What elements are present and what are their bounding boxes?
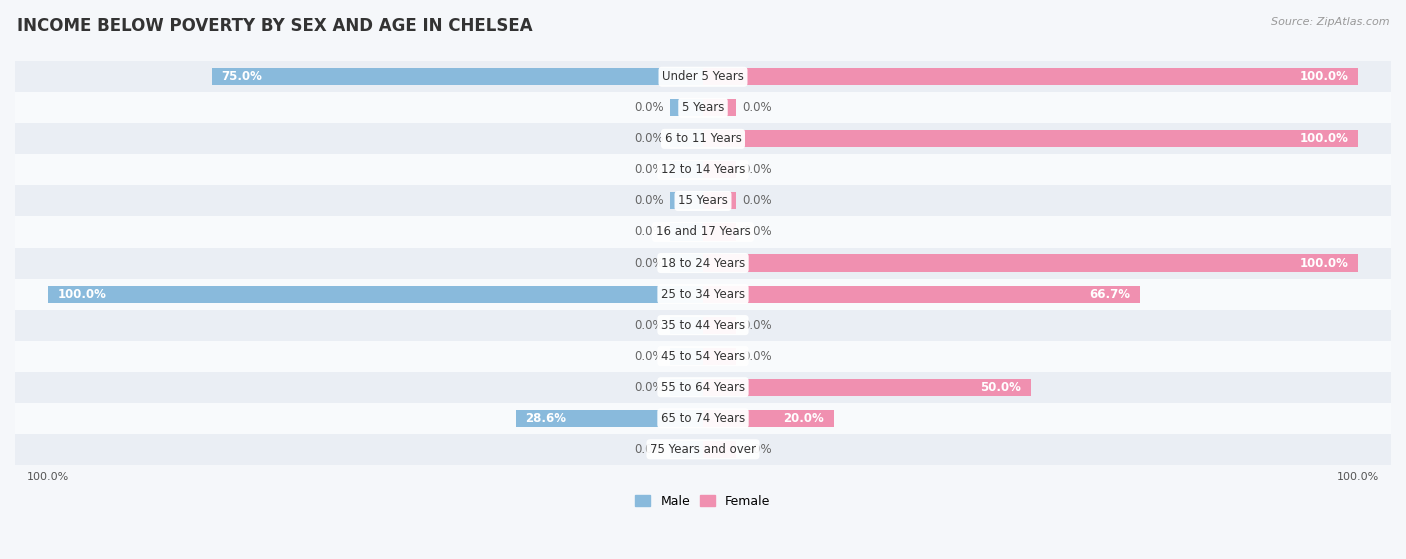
Bar <box>671 224 703 240</box>
Text: 75 Years and over: 75 Years and over <box>650 443 756 456</box>
Text: 66.7%: 66.7% <box>1090 287 1130 301</box>
Text: 0.0%: 0.0% <box>742 225 772 239</box>
Text: 75.0%: 75.0% <box>221 70 263 83</box>
Bar <box>703 130 1358 148</box>
Bar <box>703 68 1358 86</box>
Bar <box>15 434 1391 465</box>
Bar <box>703 316 735 334</box>
Bar <box>703 440 735 458</box>
Bar <box>516 410 703 427</box>
Bar <box>671 254 703 272</box>
Bar <box>703 254 1358 272</box>
Text: 0.0%: 0.0% <box>634 163 664 177</box>
Text: 50.0%: 50.0% <box>980 381 1021 394</box>
Text: 20.0%: 20.0% <box>783 412 824 425</box>
Text: 18 to 24 Years: 18 to 24 Years <box>661 257 745 269</box>
Bar <box>671 348 703 364</box>
Text: 5 Years: 5 Years <box>682 101 724 115</box>
Bar <box>671 162 703 178</box>
Bar <box>703 192 735 210</box>
Bar <box>703 348 735 364</box>
Text: 0.0%: 0.0% <box>742 319 772 331</box>
Text: 0.0%: 0.0% <box>634 195 664 207</box>
Bar <box>15 216 1391 248</box>
Text: 0.0%: 0.0% <box>634 257 664 269</box>
Text: 0.0%: 0.0% <box>634 443 664 456</box>
Bar <box>15 154 1391 186</box>
Bar <box>211 68 703 86</box>
Text: 0.0%: 0.0% <box>634 349 664 363</box>
Bar <box>671 192 703 210</box>
Text: 0.0%: 0.0% <box>742 101 772 115</box>
Bar <box>671 316 703 334</box>
Text: 100.0%: 100.0% <box>58 287 107 301</box>
Text: 6 to 11 Years: 6 to 11 Years <box>665 132 741 145</box>
Text: 0.0%: 0.0% <box>634 381 664 394</box>
Text: Source: ZipAtlas.com: Source: ZipAtlas.com <box>1271 17 1389 27</box>
Text: 55 to 64 Years: 55 to 64 Years <box>661 381 745 394</box>
Bar <box>703 162 735 178</box>
Text: 28.6%: 28.6% <box>526 412 567 425</box>
Bar <box>48 286 703 302</box>
Bar <box>15 278 1391 310</box>
Text: 0.0%: 0.0% <box>634 225 664 239</box>
Bar <box>15 248 1391 278</box>
Text: 25 to 34 Years: 25 to 34 Years <box>661 287 745 301</box>
Text: 0.0%: 0.0% <box>742 195 772 207</box>
Text: 45 to 54 Years: 45 to 54 Years <box>661 349 745 363</box>
Text: 100.0%: 100.0% <box>1299 132 1348 145</box>
Bar <box>15 402 1391 434</box>
Legend: Male, Female: Male, Female <box>630 490 776 513</box>
Text: 0.0%: 0.0% <box>634 101 664 115</box>
Text: 16 and 17 Years: 16 and 17 Years <box>655 225 751 239</box>
Bar <box>15 124 1391 154</box>
Bar <box>703 286 1140 302</box>
Bar <box>15 186 1391 216</box>
Text: 100.0%: 100.0% <box>1299 257 1348 269</box>
Text: 100.0%: 100.0% <box>1299 70 1348 83</box>
Bar <box>15 92 1391 124</box>
Bar <box>15 340 1391 372</box>
Bar <box>703 100 735 116</box>
Text: 0.0%: 0.0% <box>742 443 772 456</box>
Bar <box>703 410 834 427</box>
Bar <box>703 378 1031 396</box>
Bar <box>671 440 703 458</box>
Text: 15 Years: 15 Years <box>678 195 728 207</box>
Bar <box>15 372 1391 402</box>
Text: 0.0%: 0.0% <box>742 349 772 363</box>
Bar <box>15 61 1391 92</box>
Text: 0.0%: 0.0% <box>634 132 664 145</box>
Text: 12 to 14 Years: 12 to 14 Years <box>661 163 745 177</box>
Text: 0.0%: 0.0% <box>742 163 772 177</box>
Bar <box>671 100 703 116</box>
Bar <box>671 378 703 396</box>
Bar <box>703 224 735 240</box>
Bar <box>15 310 1391 340</box>
Text: INCOME BELOW POVERTY BY SEX AND AGE IN CHELSEA: INCOME BELOW POVERTY BY SEX AND AGE IN C… <box>17 17 533 35</box>
Text: 0.0%: 0.0% <box>634 319 664 331</box>
Text: Under 5 Years: Under 5 Years <box>662 70 744 83</box>
Text: 35 to 44 Years: 35 to 44 Years <box>661 319 745 331</box>
Text: 65 to 74 Years: 65 to 74 Years <box>661 412 745 425</box>
Bar <box>671 130 703 148</box>
